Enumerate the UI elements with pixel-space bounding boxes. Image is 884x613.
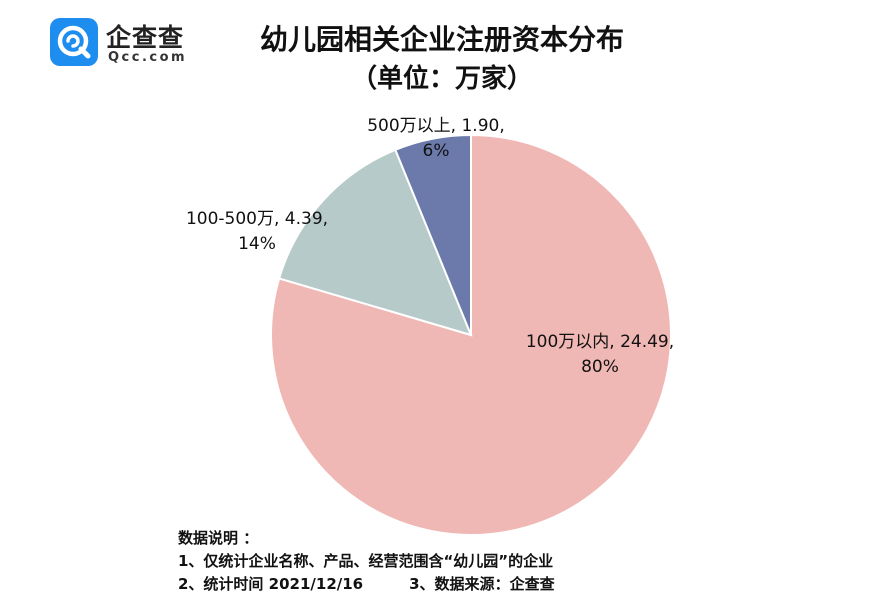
logo-name: 企查查 [106,23,185,52]
qcc-logo: 企查查 Qcc.com [50,18,200,66]
pie-slice-2 [277,148,473,337]
chart-subtitle: （单位：万家） [350,64,533,94]
chart-title: 幼儿园相关企业注册资本分布 [259,23,624,56]
notes-line-2-date: 2、统计时间 2021/12/16 [178,575,364,593]
data-label-3-line-2: 6% [423,141,450,161]
data-label-2-line-2: 14% [238,234,276,254]
data-notes: 数据说明 ： 1、仅统计企业名称、产品、经营范围含“幼儿园”的企业 2、统计时间… [178,527,555,596]
data-label-3-line-1: 500万以上, 1.90, [367,116,505,136]
logo-domain: Qcc.com [108,50,188,65]
data-label-1-line-2: 80% [581,357,619,377]
notes-heading: 数据说明 ： [178,529,259,547]
qcc-logo-icon [50,18,98,66]
notes-line-2: 2、统计时间 2021/12/16 3、数据来源：企查查 [178,573,555,596]
pie-slice-3 [394,133,472,336]
pie-slice-1 [270,133,672,536]
notes-line-1: 1、仅统计企业名称、产品、经营范围含“幼儿园”的企业 [178,552,554,570]
notes-line-2-source: 3、数据来源：企查查 [409,575,555,593]
data-label-2-line-1: 100-500万, 4.39, [186,209,328,229]
data-label-1-line-1: 100万以内, 24.49, [526,332,674,352]
